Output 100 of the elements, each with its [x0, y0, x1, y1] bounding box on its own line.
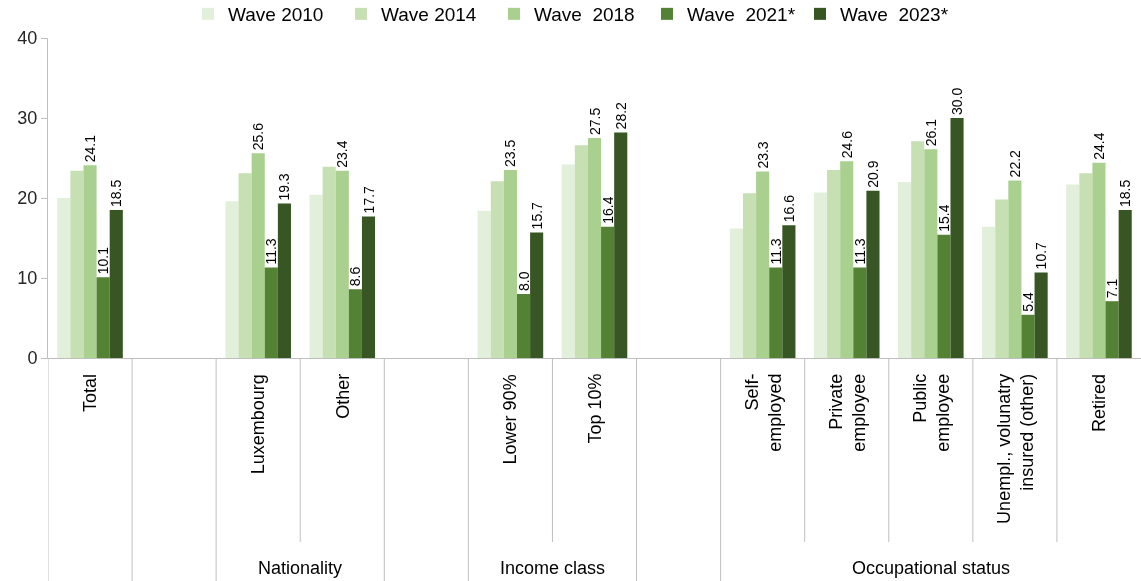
x-tick-label: Total [80, 374, 101, 413]
bar [1008, 180, 1022, 358]
bar [782, 225, 796, 358]
bar [109, 210, 123, 358]
data-label: 23.3 [754, 141, 771, 169]
data-label: 23.5 [502, 139, 519, 167]
bar [348, 289, 362, 358]
bar [96, 277, 110, 358]
bar [225, 201, 239, 358]
bar [587, 138, 602, 358]
legend-label: Wave 2010 [228, 4, 324, 26]
bar [335, 170, 349, 358]
y-tick-label: 40 [17, 28, 38, 49]
text: Income class [500, 558, 606, 578]
bar [911, 141, 925, 358]
bar [238, 173, 252, 358]
data-label: 19.3 [276, 173, 293, 201]
data-label: 11.3 [263, 238, 280, 265]
bar [264, 267, 278, 358]
data-label: 24.6 [838, 130, 855, 159]
bar [322, 166, 336, 358]
x-tick-label: Lower 90% [500, 374, 521, 465]
bar [950, 118, 964, 358]
data-label: 24.1 [82, 134, 99, 163]
bar [477, 210, 491, 358]
x-tick-label: Self-employed [741, 373, 786, 452]
text: Occupational status [852, 558, 1011, 578]
bar [840, 161, 854, 358]
bar [561, 164, 575, 358]
bar [827, 170, 841, 358]
bar [361, 216, 376, 358]
bar [813, 192, 828, 358]
y-tick-label: 0 [27, 348, 38, 369]
data-label: 18.5 [1117, 179, 1134, 207]
data-label: 15.7 [528, 201, 545, 230]
data-label: 8.6 [347, 266, 364, 287]
x-tick-label: Private employee [825, 373, 870, 452]
bar [70, 170, 84, 358]
bar [614, 132, 628, 358]
bar [490, 181, 504, 358]
legend-label: Wave 2018 [534, 4, 635, 26]
bar [503, 170, 517, 358]
data-label: 24.4 [1090, 132, 1107, 160]
data-label: 17.7 [360, 185, 377, 214]
bar [1034, 272, 1048, 358]
bar [277, 203, 291, 358]
bar [1079, 173, 1093, 358]
bar [769, 267, 783, 358]
bar [866, 190, 880, 358]
x-tick-label: Unempl., volunatry insured (other) [993, 373, 1038, 524]
data-label: 15.4 [935, 204, 952, 232]
x-tick-label: Luxembourg [248, 374, 269, 475]
data-label: 27.5 [586, 107, 603, 135]
bar [57, 198, 71, 358]
data-label: 28.2 [612, 101, 629, 130]
x-tick-label: Other [332, 373, 353, 419]
bar [574, 145, 588, 358]
data-label: 10.1 [95, 246, 112, 275]
y-tick-label: 10 [17, 268, 38, 289]
bar [1118, 210, 1132, 358]
data-label: 16.4 [599, 196, 616, 224]
legend-label: Wave 2014 [381, 4, 477, 26]
data-label: 30.0 [949, 87, 966, 115]
legend-label: Wave 2021* [687, 4, 796, 26]
data-label: 11.3 [767, 238, 784, 265]
bar [982, 226, 996, 358]
data-label: 25.6 [250, 122, 267, 151]
bar [530, 232, 544, 358]
x-tick-label: Retired [1088, 373, 1109, 432]
bar [853, 267, 867, 358]
bar [742, 193, 757, 358]
data-label: 10.7 [1033, 241, 1050, 270]
bar [516, 294, 531, 358]
text: Nationality [258, 558, 343, 578]
bar [729, 228, 743, 358]
bar [1105, 301, 1119, 358]
data-label: 22.2 [1006, 149, 1023, 178]
bar [937, 234, 951, 358]
bar [601, 226, 615, 358]
data-label: 20.9 [864, 160, 881, 188]
data-label: 23.4 [334, 140, 351, 168]
bar [898, 182, 912, 358]
data-label: 18.5 [108, 179, 125, 207]
legend-label: Wave 2023* [840, 4, 949, 26]
y-tick-label: 20 [17, 188, 38, 209]
bar [924, 149, 938, 358]
bar [251, 153, 265, 358]
bar [1021, 314, 1035, 358]
bar [83, 165, 97, 358]
bar [995, 199, 1009, 358]
bar [756, 171, 770, 358]
data-label: 8.0 [515, 271, 532, 291]
data-label: 7.1 [1104, 278, 1121, 299]
y-tick-label: 30 [17, 108, 38, 129]
bar [1066, 184, 1080, 358]
x-tick-label: Public employee [909, 373, 954, 452]
data-label: 26.1 [922, 118, 939, 147]
data-label: 16.6 [780, 194, 797, 223]
data-label: 5.4 [1020, 292, 1036, 312]
data-label: 11.3 [851, 238, 868, 265]
